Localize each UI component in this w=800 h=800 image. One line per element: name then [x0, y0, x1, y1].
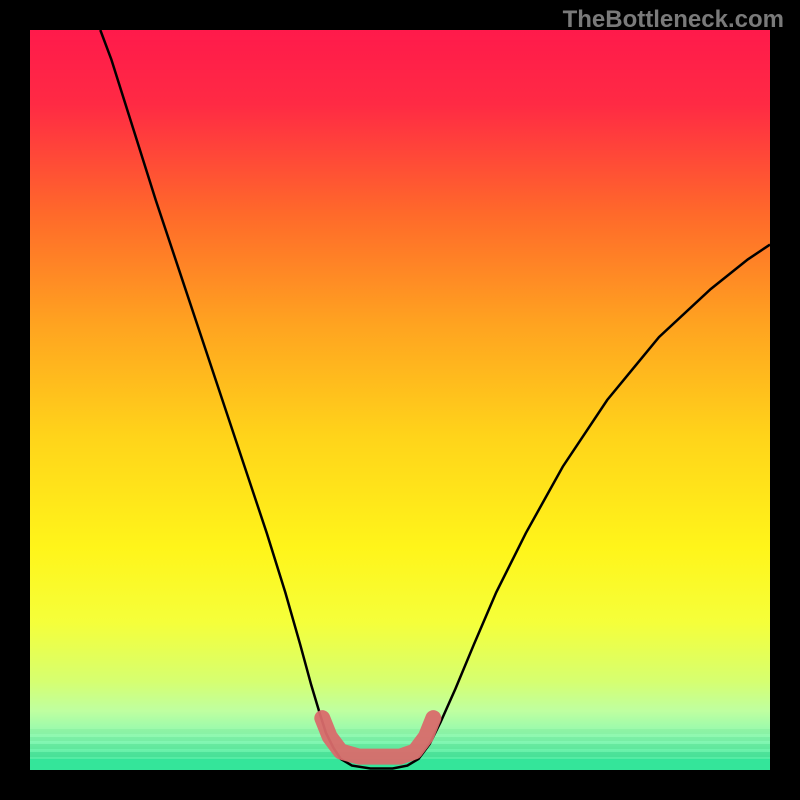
- bottleneck-curve: [100, 30, 770, 769]
- watermark-text: TheBottleneck.com: [563, 6, 784, 34]
- minimum-marker-path: [322, 718, 433, 756]
- curve-layer: [30, 30, 770, 770]
- plot-area: [30, 30, 770, 770]
- minimum-marker: [322, 718, 433, 756]
